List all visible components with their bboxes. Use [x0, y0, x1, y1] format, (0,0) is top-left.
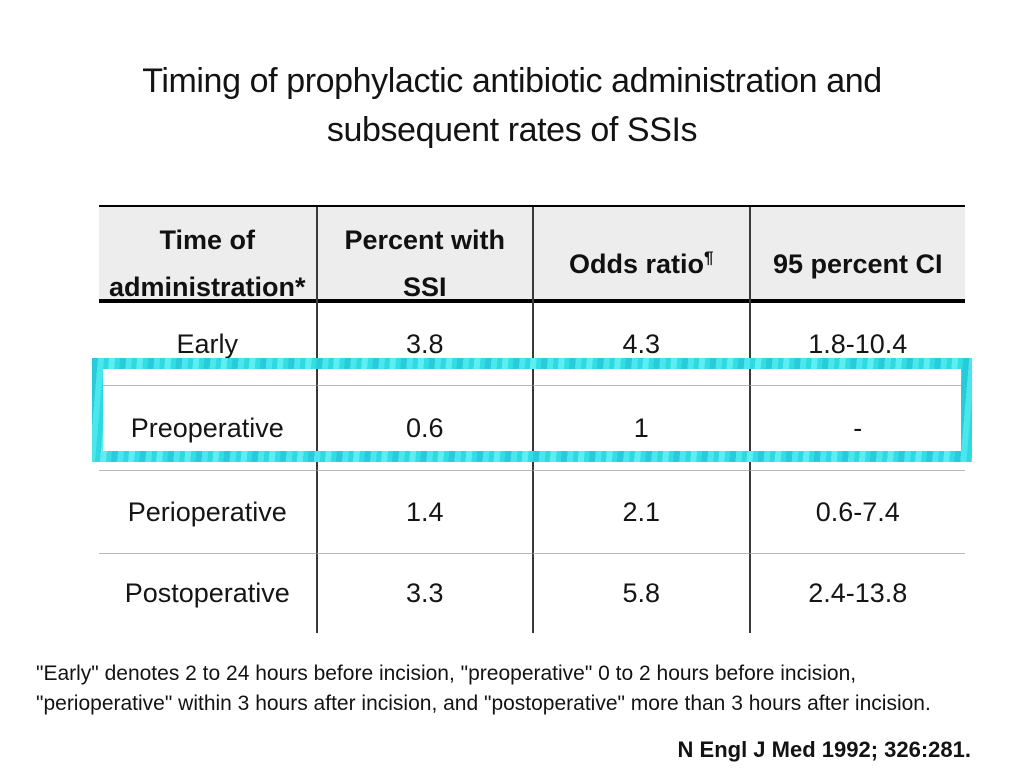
col-header-line: Percent with — [344, 225, 506, 255]
cell-odds-ratio: 2.1 — [532, 470, 749, 553]
table-header-row: Time of administration* Percent with SSI… — [99, 205, 965, 311]
col-header-line: administration* — [108, 272, 306, 302]
footnote-line-2: "perioperative" within 3 hours after inc… — [36, 692, 931, 715]
cell-ci: 2.4-13.8 — [748, 553, 965, 633]
table-row-perioperative: Perioperative 1.4 2.1 0.6-7.4 — [99, 470, 965, 553]
cell-percent-ssi: 1.4 — [315, 470, 532, 553]
table-body: Early 3.8 4.3 1.8-10.4 Preoperative 0.6 … — [99, 303, 965, 633]
footnote-line-1: "Early" denotes 2 to 24 hours before inc… — [36, 662, 857, 685]
col-header-line: 95 percent CI — [772, 248, 943, 279]
citation: N Engl J Med 1992; 326:281. — [677, 737, 971, 762]
footnote: "Early" denotes 2 to 24 hours before inc… — [36, 659, 1004, 719]
cell-ci: - — [748, 385, 965, 470]
cell-ci: 0.6-7.4 — [748, 470, 965, 553]
title-line-1: Timing of prophylactic antibiotic admini… — [142, 62, 882, 100]
cell-ci: 1.8-10.4 — [748, 303, 966, 385]
col-header-95-percent-ci: 95 percent CI — [748, 207, 966, 311]
col-header-time-of-administration: Time of administration* — [99, 207, 316, 311]
cell-percent-ssi: 0.6 — [315, 385, 532, 470]
cell-time-of-administration: Postoperative — [99, 553, 316, 633]
title-line-2: subsequent rates of SSIs — [326, 111, 698, 149]
cell-time-of-administration: Early — [176, 328, 238, 359]
pilcrow-footnote-mark: ¶ — [704, 247, 714, 267]
page-title: Timing of prophylactic antibiotic admini… — [0, 57, 1024, 155]
cell-time-of-administration: Preoperative — [99, 385, 316, 470]
cell-odds-ratio: 1 — [532, 385, 749, 470]
table-row-postoperative: Postoperative 3.3 5.8 2.4-13.8 — [99, 553, 965, 633]
ssi-timing-table: Time of administration* Percent with SSI… — [99, 205, 965, 633]
cell-time-of-administration: Perioperative — [99, 470, 316, 553]
cell-percent-ssi: 3.3 — [315, 553, 532, 633]
cell-percent-ssi: 3.8 — [315, 303, 533, 385]
table-row-preoperative: Preoperative 0.6 1 - — [99, 385, 965, 470]
col-header-odds-ratio: Odds ratio¶ — [532, 207, 749, 311]
col-header-percent-with-ssi: Percent with SSI — [315, 207, 533, 311]
cell-odds-ratio: 5.8 — [532, 553, 749, 633]
col-header-line: Time of — [159, 225, 255, 255]
col-header-line: Odds ratio¶ — [569, 247, 714, 279]
table-row-early: Early 3.8 4.3 1.8-10.4 — [99, 303, 965, 385]
cell-odds-ratio: 4.3 — [532, 303, 749, 385]
col-header-line: SSI — [402, 272, 447, 302]
